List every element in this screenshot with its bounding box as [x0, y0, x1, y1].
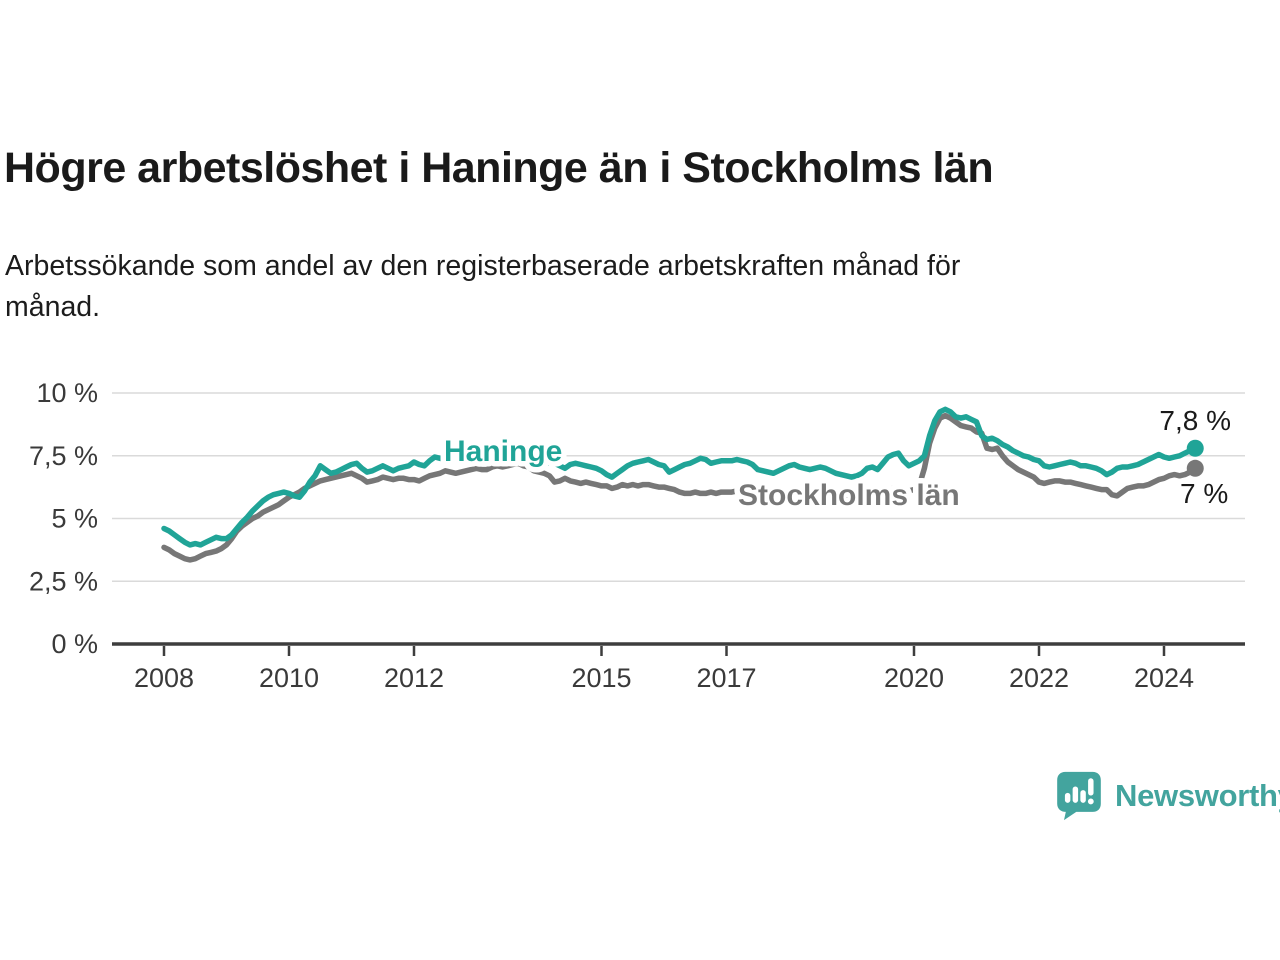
x-axis-tick-label: 2017 [696, 663, 756, 693]
stockholms-län-line [161, 412, 1199, 563]
y-axis-tick-label: 5 % [51, 504, 98, 534]
haninge-end-dot [1186, 439, 1204, 457]
stockholms-län-end-dot [1186, 459, 1204, 477]
haninge-series-label: Haninge [444, 435, 562, 468]
newsworthy-logo: Newsworthy [1056, 771, 1280, 821]
chart-title: Högre arbetslöshet i Haninge än i Stockh… [4, 144, 994, 192]
exclamation-bar-icon [1088, 778, 1094, 796]
end-value-label-halo: 7,8 % [1159, 405, 1231, 436]
exclamation-dot-icon [1087, 798, 1094, 805]
bar-icon-3 [1080, 790, 1086, 803]
x-axis-tick-label: 2020 [884, 663, 944, 693]
speech-bubble-shape [1057, 771, 1101, 821]
series-label-halo: Haninge [444, 435, 562, 468]
newsworthy-logo-text: Newsworthy [1115, 778, 1280, 813]
stockholms-län-series-label: Stockholms län [738, 479, 960, 512]
x-axis-tick-label: 2012 [384, 663, 444, 693]
end-value-label-halo: 7 % [1180, 478, 1228, 509]
y-axis-tick-label: 10 % [36, 378, 98, 408]
haninge-line [161, 406, 1199, 548]
x-axis-tick-label: 2022 [1009, 663, 1069, 693]
bar-icon-2 [1072, 786, 1079, 803]
newsworthy-logo-icon [1057, 771, 1101, 821]
y-axis-tick-label: 0 % [51, 629, 98, 659]
y-axis-tick-label: 7,5 % [29, 441, 98, 471]
haninge-end-value-label: 7,8 % [1159, 405, 1231, 436]
series-label-halo: Stockholms län [738, 479, 960, 512]
x-axis-tick-label: 2010 [259, 663, 319, 693]
x-axis-tick-label: 2024 [1134, 663, 1194, 693]
x-axis-tick-label: 2008 [134, 663, 194, 693]
y-axis-tick-label: 2,5 % [29, 566, 98, 596]
chart-subtitle: Arbetssökande som andel av den registerb… [5, 250, 961, 323]
bar-icon-1 [1064, 792, 1071, 803]
stockholms-län-end-value-label: 7 % [1180, 478, 1228, 509]
x-axis-tick-label: 2015 [571, 663, 631, 693]
